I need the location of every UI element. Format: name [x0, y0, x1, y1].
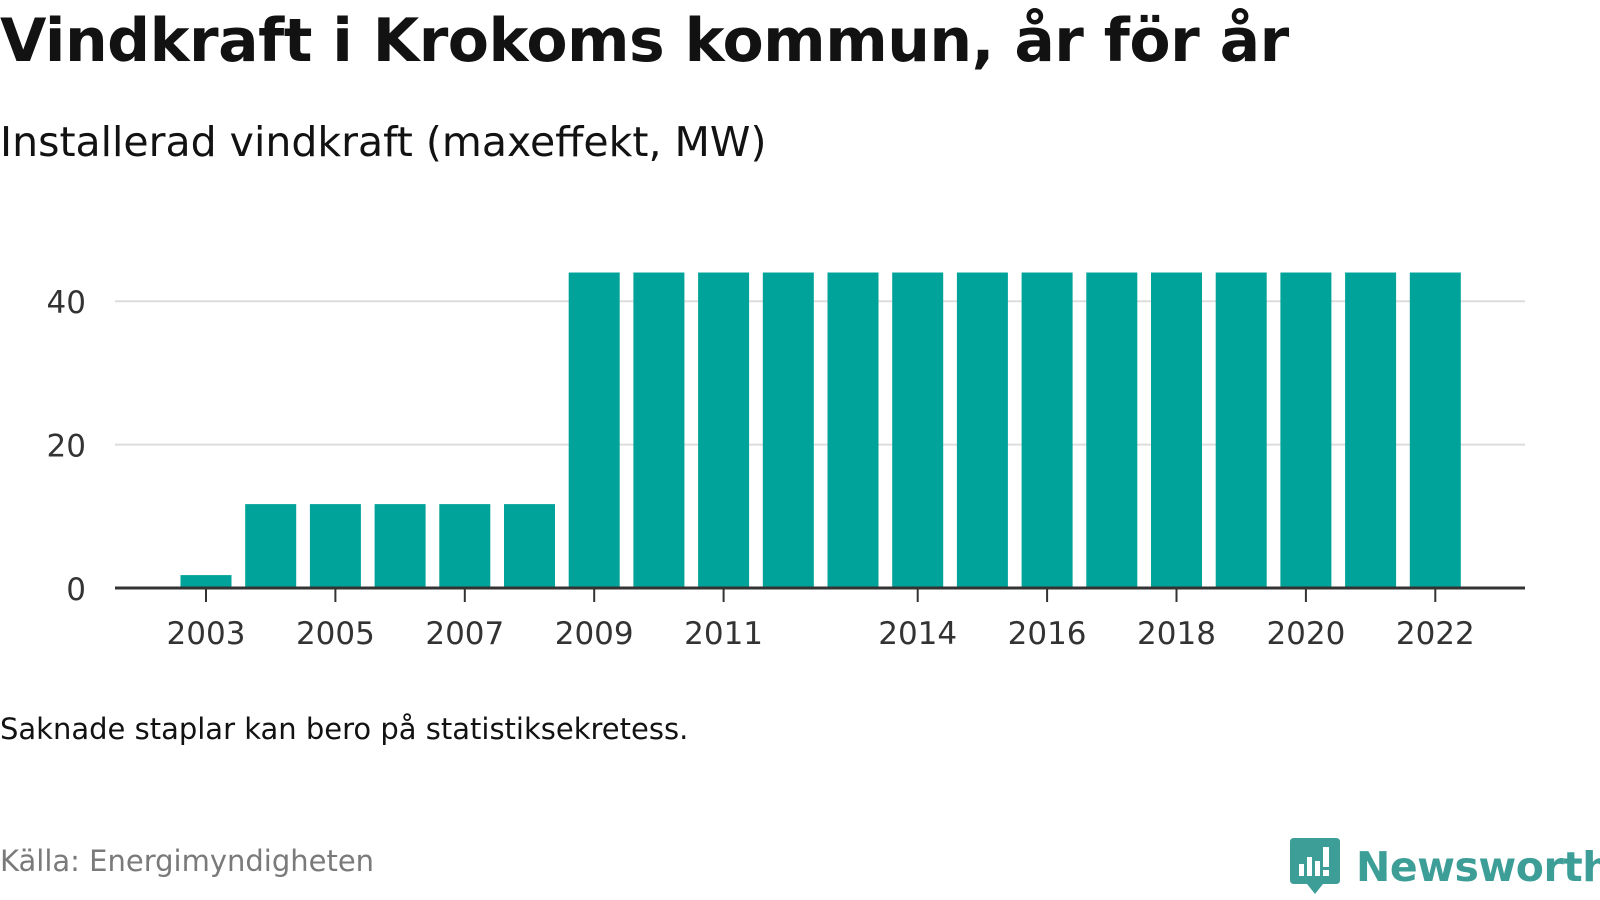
y-tick-label: 40 [47, 285, 86, 321]
x-tick-label: 2018 [1137, 616, 1216, 652]
x-tick-label: 2022 [1396, 616, 1475, 652]
bar-2012 [762, 272, 814, 588]
bar-2016 [1021, 272, 1073, 588]
bar-2019 [1215, 272, 1267, 588]
chart-subtitle: Installerad vindkraft (maxeffekt, MW) [0, 118, 767, 166]
x-tick-label: 2009 [555, 616, 634, 652]
bar-2007 [439, 504, 491, 588]
bar-2021 [1345, 272, 1397, 588]
bar-2011 [698, 272, 750, 588]
bar-2020 [1280, 272, 1332, 588]
bar-2018 [1151, 272, 1202, 588]
bar-2014 [892, 272, 944, 588]
bar-2010 [633, 272, 685, 588]
newsworthy-logo: Newsworthy [1290, 838, 1600, 896]
x-tick-label: 2011 [684, 616, 763, 652]
x-tick-label: 2020 [1266, 616, 1345, 652]
x-tick-label: 2014 [878, 616, 957, 652]
bar-2017 [1086, 272, 1138, 588]
y-tick-label: 20 [47, 429, 86, 465]
source-label: Källa: Energimyndigheten [0, 844, 375, 878]
x-tick-label: 2007 [425, 616, 504, 652]
chart-title: Vindkraft i Krokoms kommun, år för år [0, 6, 1289, 76]
y-tick-label: 0 [66, 572, 86, 608]
bar-2003 [180, 575, 232, 588]
bar-2006 [374, 504, 426, 588]
bar-2005 [309, 504, 361, 588]
bar-2013 [827, 272, 879, 588]
footnote: Saknade staplar kan bero på statistiksek… [0, 712, 689, 746]
bar-2008 [504, 504, 555, 588]
bar-chart: 0 20 40 2003 2005 2007 2009 2011 2014 2016 2018 202… [47, 272, 1525, 652]
x-tick-label: 2005 [296, 616, 375, 652]
bar-2009 [568, 272, 620, 588]
brand-name: Newsworthy [1356, 843, 1600, 891]
bar-2004 [245, 504, 297, 588]
newsworthy-logo-icon [1290, 838, 1340, 894]
x-tick-label: 2003 [167, 616, 246, 652]
x-tick-label: 2016 [1008, 616, 1087, 652]
bar-2015 [956, 272, 1008, 588]
bar-2022 [1409, 272, 1461, 588]
